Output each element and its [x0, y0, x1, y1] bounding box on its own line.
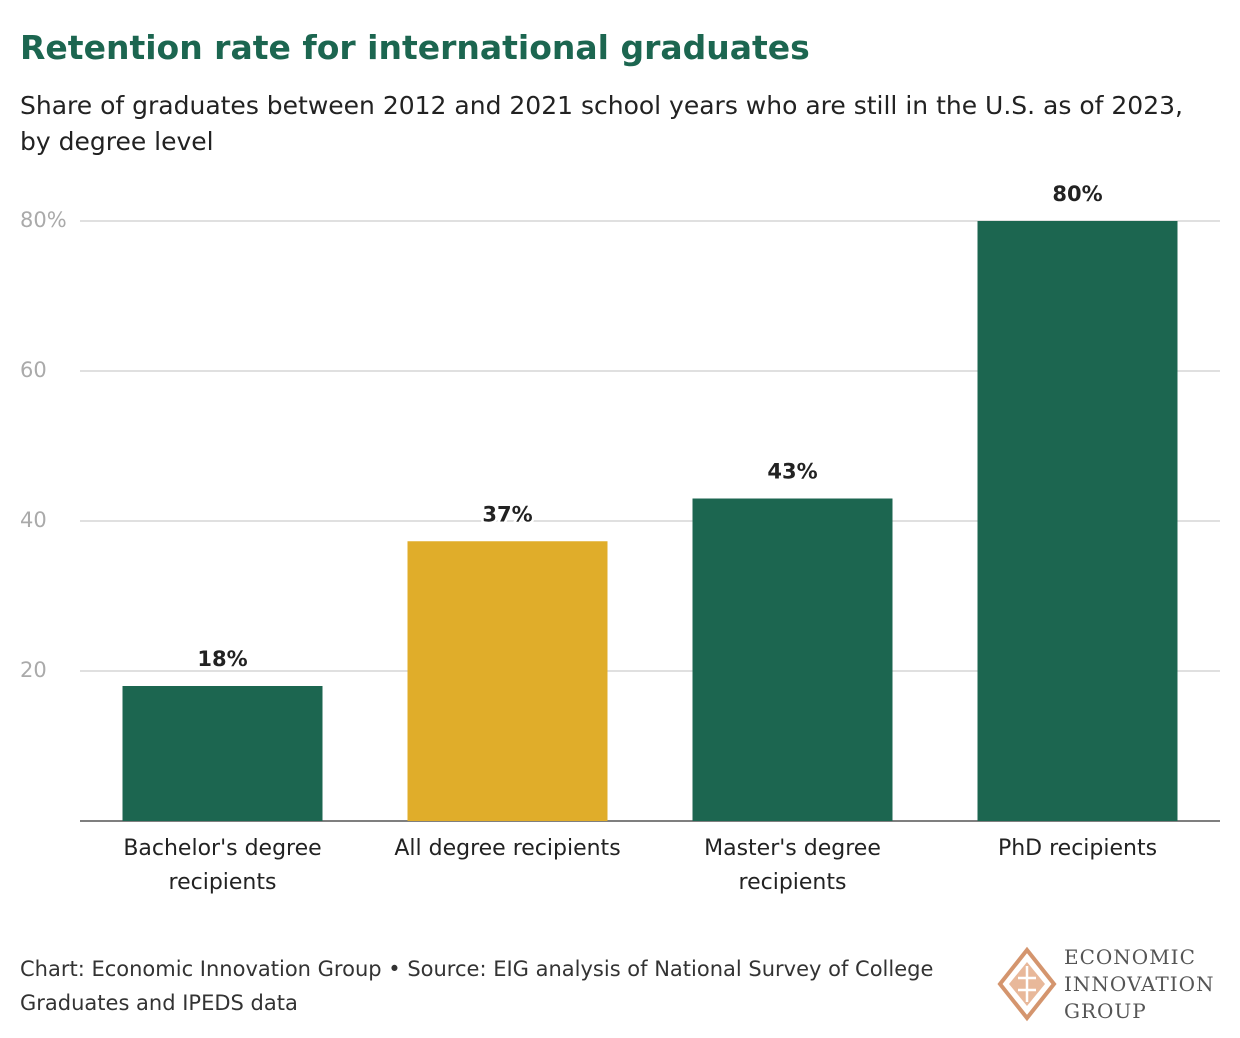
y-tick-label: 60: [20, 358, 47, 382]
y-tick-label: 80%: [20, 208, 67, 232]
bar: [977, 221, 1178, 821]
chart-title: Retention rate for international graduat…: [20, 28, 810, 67]
x-tick-label: Master's degree recipients: [704, 836, 881, 895]
value-label: 43%: [767, 460, 817, 484]
bar: [122, 686, 323, 821]
bar: [407, 541, 608, 821]
logo-line: ECONOMIC: [1064, 945, 1196, 969]
logo-text: ECONOMIC INNOVATION GROUP: [1064, 944, 1215, 1025]
bar: [692, 498, 893, 821]
footer-note: Chart: Economic Innovation Group • Sourc…: [20, 957, 934, 1015]
value-label: 80%: [1052, 182, 1102, 206]
logo-line: GROUP: [1064, 999, 1147, 1023]
chart-subtitle: Share of graduates between 2012 and 2021…: [20, 91, 1183, 156]
y-tick-label: 20: [20, 658, 47, 682]
x-tick-label: All degree recipients: [394, 836, 621, 861]
x-tick-label: Bachelor's degree recipients: [123, 836, 322, 895]
logo-mark: [997, 946, 1057, 1022]
value-label: 37%: [482, 502, 532, 526]
logo-line: INNOVATION: [1064, 972, 1215, 996]
y-tick-label: 40: [20, 508, 47, 532]
x-tick-label: PhD recipients: [997, 836, 1158, 861]
value-label: 18%: [197, 647, 247, 671]
